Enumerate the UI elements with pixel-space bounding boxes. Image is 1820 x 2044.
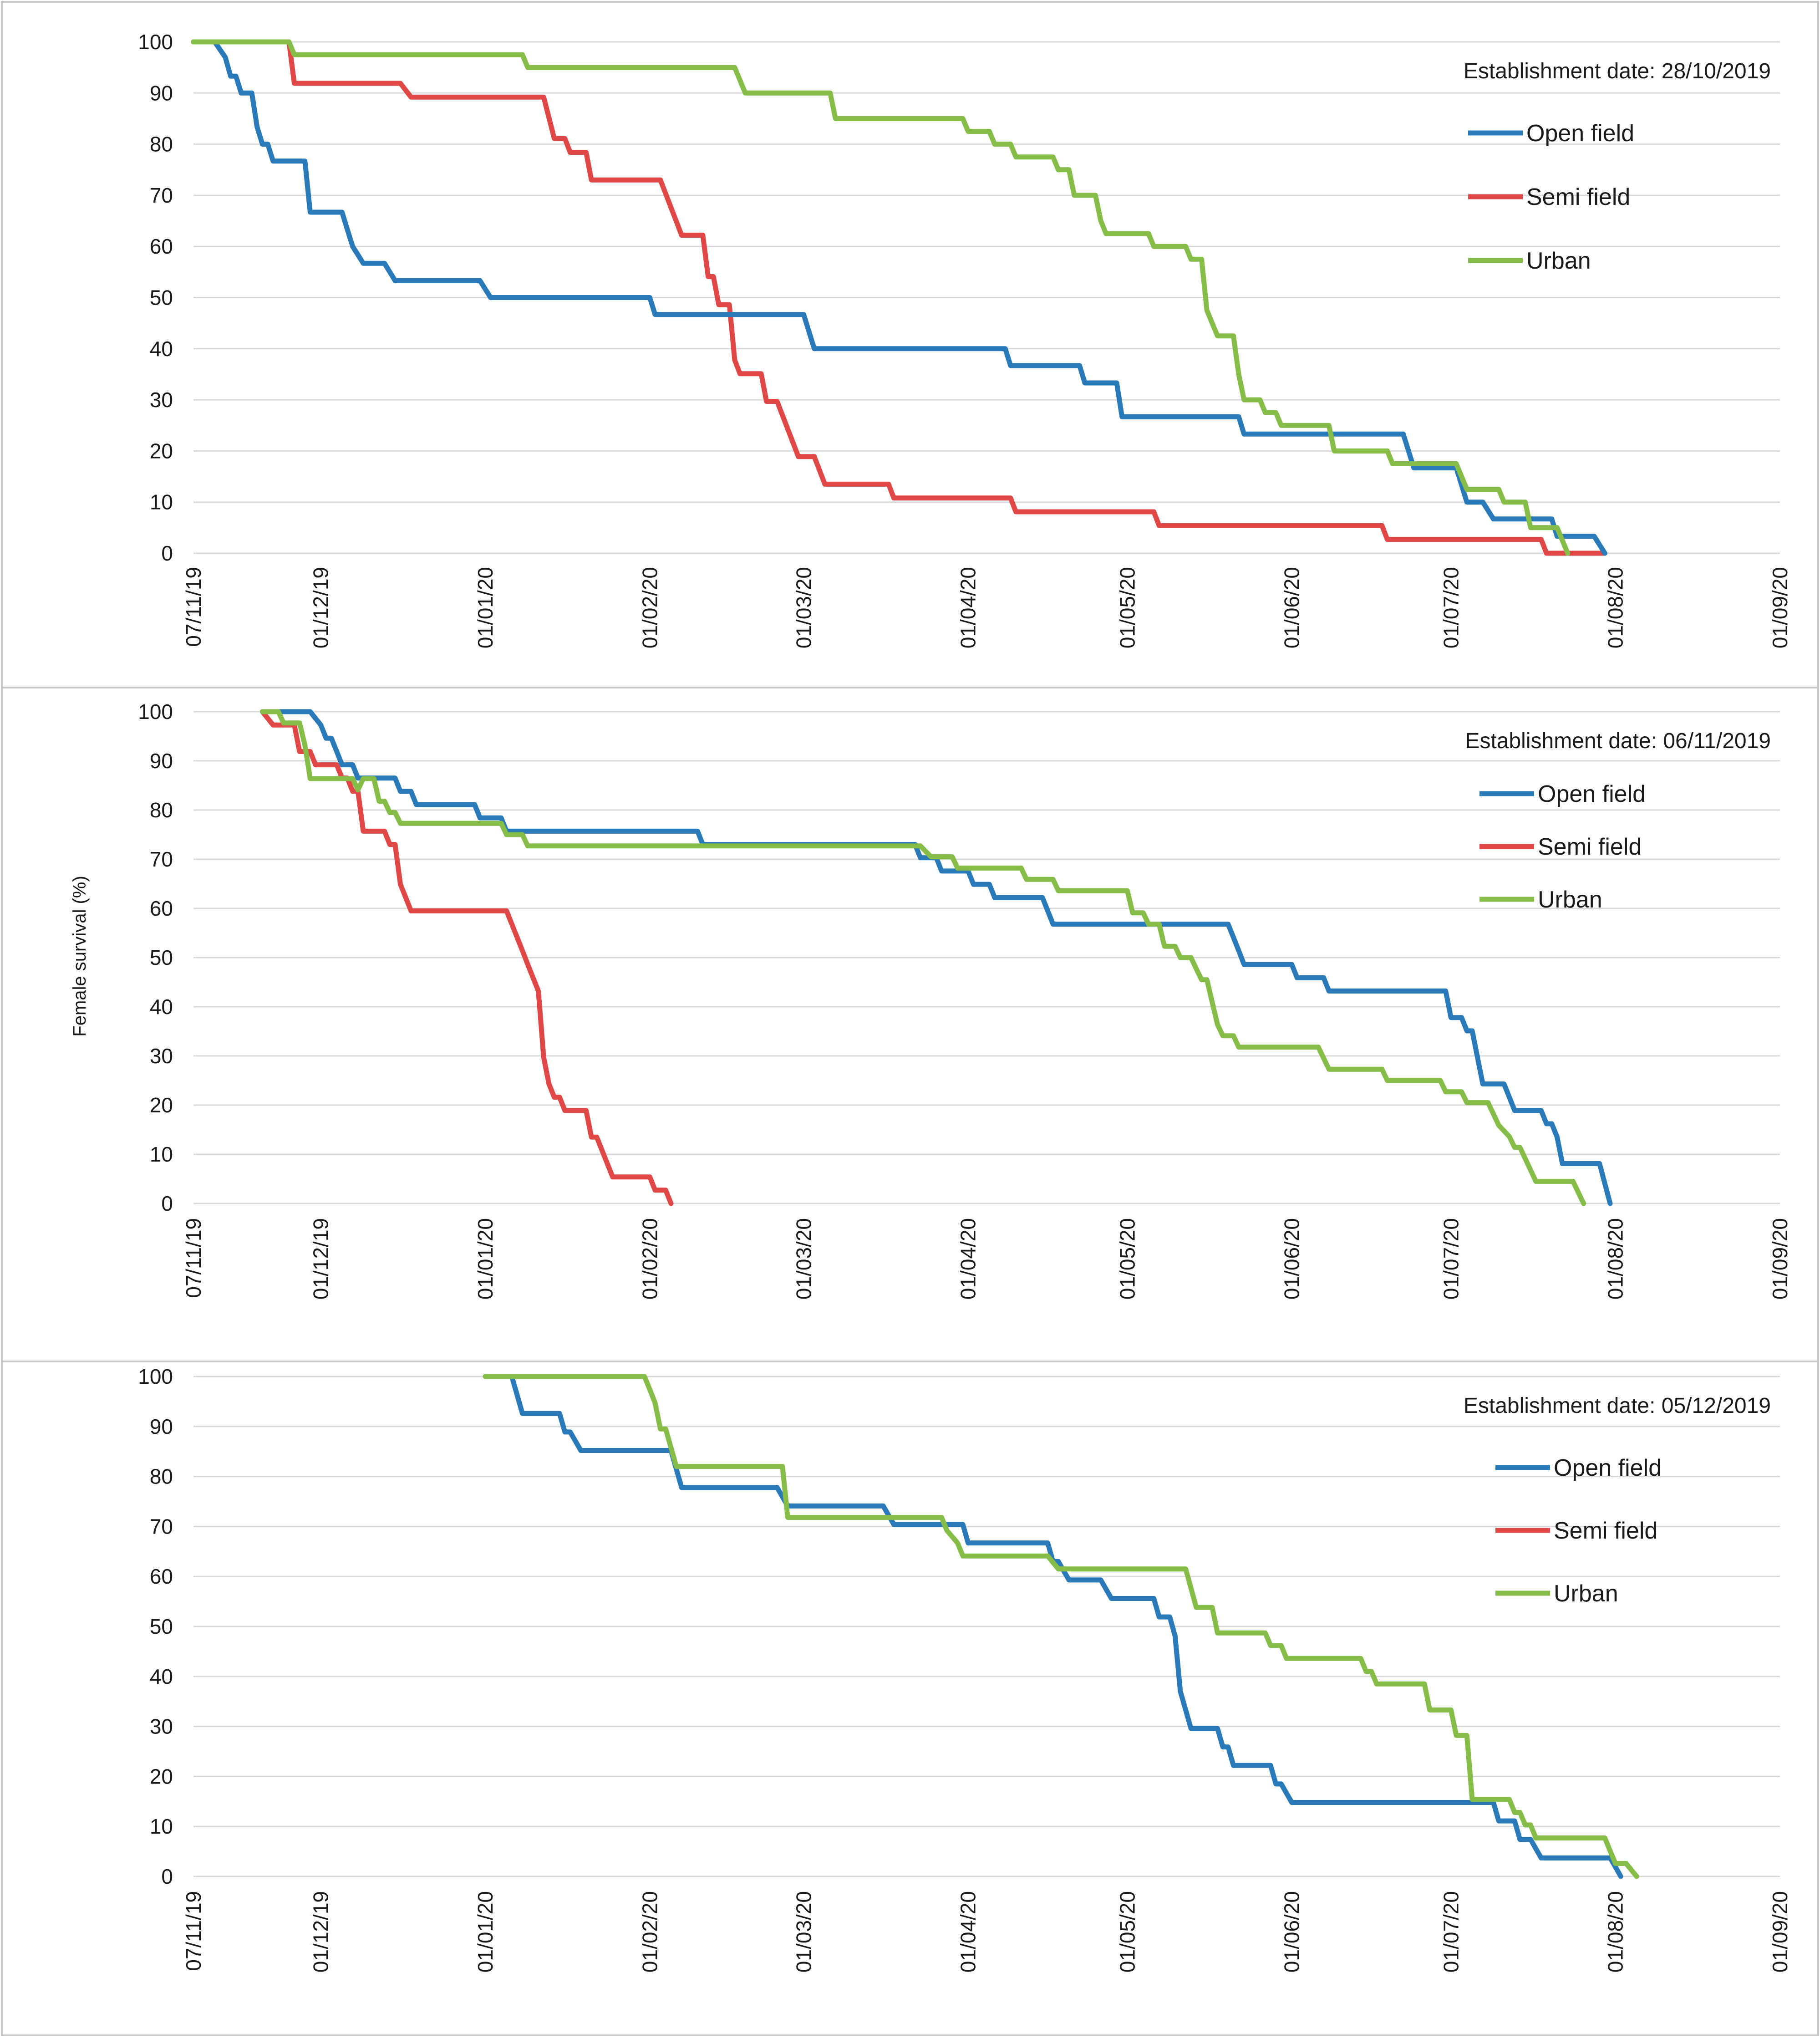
- x-tick-label: 01/12/19: [309, 1218, 333, 1300]
- y-tick-label: 80: [150, 798, 173, 822]
- x-tick-label: 01/08/20: [1604, 1891, 1627, 1973]
- x-tick-label: 01/12/19: [309, 567, 333, 648]
- x-tick-label: 01/03/20: [792, 567, 815, 648]
- x-tick-label: 01/02/20: [638, 1891, 661, 1973]
- y-tick-label: 70: [150, 1514, 173, 1538]
- y-tick-label: 40: [150, 1665, 173, 1688]
- y-tick-label: 50: [150, 286, 173, 310]
- x-tick-label: 01/03/20: [792, 1891, 815, 1973]
- y-tick-label: 0: [161, 1192, 173, 1215]
- y-tick-label: 90: [150, 81, 173, 105]
- y-tick-label: 80: [150, 133, 173, 156]
- x-tick-label: 01/07/20: [1439, 1218, 1463, 1300]
- x-tick-label: 01/03/20: [792, 1218, 815, 1300]
- x-tick-label: 01/01/20: [473, 567, 497, 648]
- x-tick-label: 01/04/20: [956, 567, 980, 648]
- y-tick-label: 30: [150, 388, 173, 412]
- x-tick-label: 01/06/20: [1280, 1891, 1304, 1973]
- y-tick-label: 50: [150, 946, 173, 969]
- establishment-date-label: Establishment date: 06/11/2019: [1465, 729, 1771, 753]
- x-tick-label: 01/07/20: [1439, 1891, 1463, 1973]
- series-line-semi-field: [260, 709, 674, 1206]
- x-tick-label: 01/05/20: [1115, 567, 1139, 648]
- y-axis-label: Female survival (%): [70, 876, 90, 1036]
- establishment-date-label: Establishment date: 05/12/2019: [1464, 1394, 1771, 1418]
- y-tick-label: 40: [150, 995, 173, 1019]
- x-tick-label: 01/05/20: [1115, 1891, 1139, 1973]
- x-tick-label: 01/02/20: [638, 1218, 661, 1300]
- y-tick-label: 60: [150, 234, 173, 258]
- x-tick-label: 07/11/19: [182, 567, 205, 647]
- y-tick-label: 30: [150, 1715, 173, 1738]
- y-tick-label: 0: [161, 541, 173, 565]
- y-tick-label: 0: [161, 1865, 173, 1888]
- series-line-urban: [483, 1374, 1639, 1879]
- y-tick-label: 30: [150, 1044, 173, 1068]
- y-tick-label: 20: [150, 1764, 173, 1788]
- series-line-urban: [260, 709, 1586, 1206]
- legend-label-semi-field: Semi field: [1526, 184, 1630, 210]
- y-tick-label: 80: [150, 1465, 173, 1488]
- y-tick-label: 10: [150, 490, 173, 514]
- y-tick-label: 60: [150, 1565, 173, 1588]
- x-tick-label: 01/01/20: [473, 1218, 497, 1300]
- y-tick-label: 40: [150, 337, 173, 361]
- y-tick-label: 100: [138, 700, 173, 724]
- series-line-open-field: [260, 709, 1613, 1206]
- y-tick-label: 20: [150, 439, 173, 463]
- x-tick-label: 01/12/19: [309, 1891, 333, 1973]
- x-tick-label: 01/02/20: [638, 567, 661, 648]
- x-tick-label: 07/11/19: [182, 1218, 205, 1298]
- x-tick-label: 01/09/20: [1768, 567, 1792, 648]
- x-tick-label: 01/09/20: [1768, 1218, 1792, 1300]
- establishment-date-label: Establishment date: 28/10/2019: [1464, 59, 1771, 83]
- legend-label-urban: Urban: [1554, 1580, 1618, 1607]
- x-tick-label: 07/11/19: [182, 1891, 205, 1971]
- x-tick-label: 01/06/20: [1280, 1218, 1304, 1300]
- legend-label-urban: Urban: [1526, 248, 1591, 274]
- legend-label-semi-field: Semi field: [1554, 1518, 1657, 1544]
- x-tick-label: 01/01/20: [473, 1891, 497, 1973]
- x-tick-label: 01/04/20: [956, 1891, 980, 1973]
- legend-label-open-field: Open field: [1526, 120, 1634, 147]
- y-tick-label: 20: [150, 1093, 173, 1117]
- legend-label-semi-field: Semi field: [1538, 834, 1642, 860]
- legend-label-urban: Urban: [1538, 887, 1602, 913]
- x-tick-label: 01/05/20: [1115, 1218, 1139, 1300]
- y-tick-label: 90: [150, 1415, 173, 1438]
- legend-label-open-field: Open field: [1554, 1455, 1662, 1481]
- y-tick-label: 100: [138, 30, 173, 54]
- y-tick-label: 90: [150, 749, 173, 773]
- y-tick-label: 50: [150, 1615, 173, 1638]
- x-tick-label: 01/09/20: [1768, 1891, 1792, 1973]
- y-tick-label: 10: [150, 1142, 173, 1166]
- y-tick-label: 70: [150, 184, 173, 207]
- series-line-urban: [191, 39, 1571, 556]
- y-tick-label: 10: [150, 1815, 173, 1838]
- y-tick-label: 70: [150, 847, 173, 871]
- y-tick-label: 100: [138, 1365, 173, 1388]
- series-line-semi-field: [191, 39, 1607, 556]
- x-tick-label: 01/08/20: [1604, 1218, 1627, 1300]
- x-tick-label: 01/08/20: [1604, 567, 1627, 648]
- x-tick-label: 01/06/20: [1280, 567, 1304, 648]
- x-tick-label: 01/07/20: [1439, 567, 1463, 648]
- legend-label-open-field: Open field: [1538, 781, 1646, 807]
- x-tick-label: 01/04/20: [956, 1218, 980, 1300]
- y-tick-label: 60: [150, 897, 173, 920]
